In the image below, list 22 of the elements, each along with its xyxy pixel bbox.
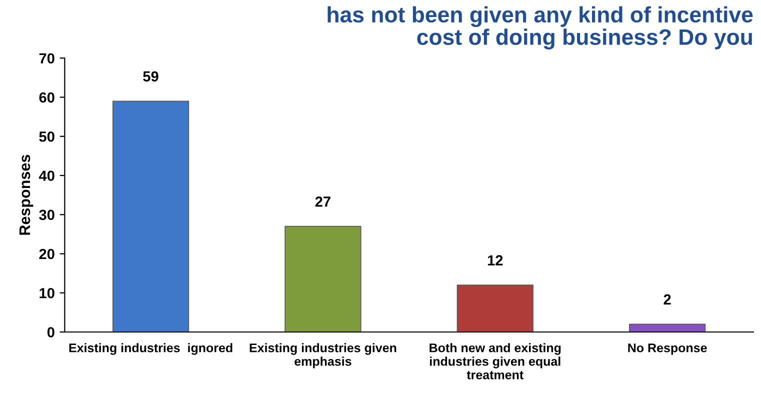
bar — [629, 324, 706, 332]
y-tick-label: 20 — [39, 248, 54, 260]
chart-title: has not been given any kind of incentive cost of doing business? Do you — [328, 6, 753, 50]
y-tick-label: 0 — [47, 327, 54, 338]
data-label: 2 — [664, 294, 671, 304]
y-tick-label: 70 — [39, 53, 54, 64]
data-label: 12 — [488, 255, 503, 266]
data-label: 59 — [143, 71, 158, 82]
y-tick-label: 60 — [39, 92, 54, 103]
y-axis-title: Responses — [20, 154, 34, 235]
y-tick-label: 10 — [40, 288, 54, 298]
bar — [284, 226, 362, 332]
x-tick-label: Existing industries given emphasis — [250, 343, 396, 368]
y-tick-label: 30 — [39, 210, 54, 220]
y-tick-label: 40 — [38, 170, 54, 181]
x-tick-label: Existing industries ignored — [69, 343, 232, 355]
bar — [456, 284, 534, 332]
x-tick-label: No Response — [628, 344, 707, 355]
y-tick-label: 50 — [39, 131, 54, 142]
bar — [112, 100, 190, 332]
data-label: 27 — [315, 196, 330, 207]
x-tick-label: Both new and existing industries given equal treatment — [430, 343, 561, 380]
